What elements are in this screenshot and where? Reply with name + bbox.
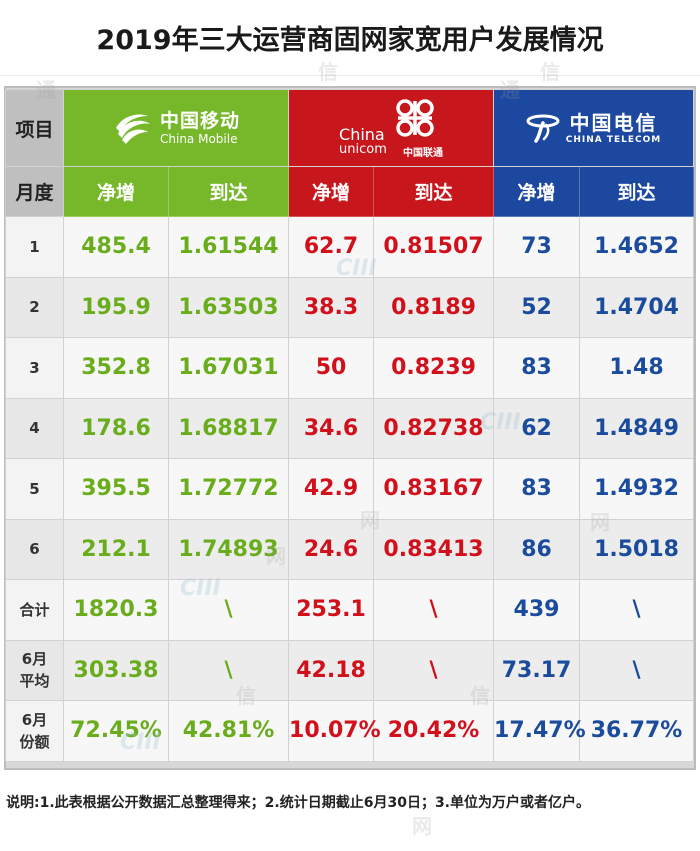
ct-total-header: 到达 [579,166,695,217]
cu-net-cell: 24.6 [288,518,375,580]
ct-total-cell: 1.4849 [579,397,695,459]
row-label: 3 [5,337,64,399]
cu-total-cell: 0.81507 [373,216,495,278]
broadband-table: 项目 中国移动 China Mobile [5,89,695,762]
china-mobile-cn: 中国移动 [160,110,241,132]
cm-net-cell: 212.1 [63,518,169,580]
ct-total-cell: 1.4704 [579,276,695,338]
ct-total-cell: 1.48 [579,337,695,399]
china-unicom-cn: 中国联通 [403,148,444,159]
china-mobile-logo-icon [116,114,150,144]
ct-net-cell: 86 [493,518,581,580]
china-mobile-en: China Mobile [160,132,238,146]
ct-net-cell: 17.47% [493,700,586,762]
cu-net-cell: 50 [288,337,375,399]
table-row: 3 352.8 1.67031 50 0.8239 83 1.48 [5,337,695,399]
cm-net-cell: 195.9 [63,276,169,338]
cm-total-cell: 1.74893 [167,518,290,580]
ct-net-cell: 73.17 [493,639,581,701]
cu-total-cell: 0.8189 [373,276,495,338]
cu-net-cell: 62.7 [288,216,375,278]
table-row: 1 485.4 1.61544 62.7 0.81507 73 1.4652 [5,216,695,278]
cu-net-cell: 42.9 [288,458,375,520]
cu-net-cell: 42.18 [288,639,375,701]
table-row: 6月 份额 72.45% 42.81% 10.07% 20.42% 17.47% 36.77% [5,700,695,762]
ct-total-cell: \ [579,639,695,701]
page-title: 2019年三大运营商固网家宽用户发展情况 [0,0,700,76]
china-mobile-header: 中国移动 China Mobile [62,89,290,167]
cu-total-cell: 20.42% [373,700,495,762]
china-telecom-header: 中国电信 CHINA TELECOM [493,89,695,167]
cm-total-cell: 1.63503 [167,276,290,338]
cu-total-cell: 0.83167 [373,458,495,520]
cu-net-cell: 38.3 [288,276,375,338]
ct-total-cell: 36.77% [579,700,695,762]
cm-net-add-header: 净增 [63,166,169,217]
china-unicom-knot-icon [396,99,434,137]
row-label: 6 [5,518,64,580]
cu-net-cell: 253.1 [288,579,375,641]
cu-total-header: 到达 [373,166,495,217]
cu-total-cell: 0.82738 [373,397,495,459]
china-telecom-logo-icon [526,114,560,143]
ct-total-cell: 1.4932 [579,458,695,520]
china-unicom-en-line2: unicom [339,142,387,157]
ct-total-cell: 1.5018 [579,518,695,580]
cu-total-cell: \ [373,639,495,701]
row-label: 4 [5,397,64,459]
china-telecom-en: CHINA TELECOM [565,134,662,145]
ct-net-cell: 83 [493,337,581,399]
cm-total-cell: \ [167,639,290,701]
cm-net-cell: 352.8 [63,337,169,399]
cu-total-cell: 0.8239 [373,337,495,399]
cu-total-cell: 0.83413 [373,518,495,580]
ct-net-cell: 52 [493,276,581,338]
table-row: 4 178.6 1.68817 34.6 0.82738 62 1.4849 [5,397,695,459]
china-unicom-header: China unicom 中国联通 [288,89,495,167]
row-label: 6月 份额 [5,700,64,762]
cu-net-cell: 34.6 [288,397,375,459]
cu-net-cell: 10.07% [288,700,381,762]
cu-net-add-header: 净增 [288,166,375,217]
table-row: 6月 平均 303.38 \ 42.18 \ 73.17 \ [5,639,695,701]
china-telecom-cn: 中国电信 [569,110,658,135]
item-header: 项目 [5,89,64,167]
cm-net-cell: 303.38 [63,639,169,701]
footnote: 说明:1.此表根据公开数据汇总整理得来；2.统计日期截止6月30日；3.单位为万… [6,795,590,811]
ct-net-cell: 62 [493,397,581,459]
ct-net-cell: 83 [493,458,581,520]
cm-net-cell: 395.5 [63,458,169,520]
cm-net-cell: 1820.3 [63,579,169,641]
table-row: 5 395.5 1.72772 42.9 0.83167 83 1.4932 [5,458,695,520]
ct-net-add-header: 净增 [493,166,581,217]
ct-net-cell: 439 [493,579,581,641]
cm-net-cell: 485.4 [63,216,169,278]
table-row: 合计 1820.3 \ 253.1 \ 439 \ [5,579,695,641]
china-unicom-en-line1: China [339,125,385,144]
table-row: 2 195.9 1.63503 38.3 0.8189 52 1.4704 [5,276,695,338]
row-label: 2 [5,276,64,338]
watermark-text: 网 [412,814,432,838]
cm-total-cell: 1.72772 [167,458,290,520]
month-header: 月度 [5,166,64,217]
row-label: 合计 [5,579,64,641]
table-row: 6 212.1 1.74893 24.6 0.83413 86 1.5018 [5,518,695,580]
cm-net-cell: 178.6 [63,397,169,459]
cm-total-cell: 1.61544 [167,216,290,278]
row-label: 5 [5,458,64,520]
cm-net-cell: 72.45% [63,700,169,762]
row-label: 1 [5,216,64,278]
ct-total-cell: 1.4652 [579,216,695,278]
ct-total-cell: \ [579,579,695,641]
cu-total-cell: \ [373,579,495,641]
row-label: 6月 平均 [5,639,64,701]
cm-total-cell: \ [167,579,290,641]
cm-total-cell: 42.81% [167,700,290,762]
ct-net-cell: 73 [493,216,581,278]
cm-total-header: 到达 [167,166,290,217]
cm-total-cell: 1.67031 [167,337,290,399]
cm-total-cell: 1.68817 [167,397,290,459]
